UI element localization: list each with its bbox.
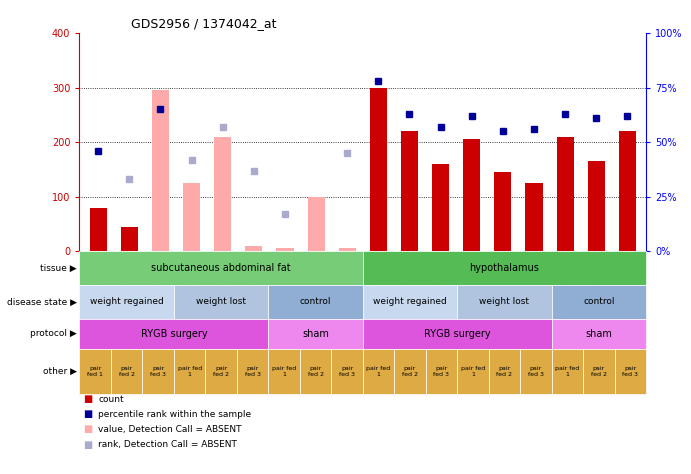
Text: control: control [583, 298, 614, 306]
Text: pair fed
1: pair fed 1 [366, 366, 390, 377]
Text: weight lost: weight lost [480, 298, 529, 306]
Text: pair
fed 1: pair fed 1 [87, 366, 103, 377]
Text: ■: ■ [83, 409, 92, 419]
Text: pair fed
1: pair fed 1 [461, 366, 485, 377]
Text: pair
fed 2: pair fed 2 [307, 366, 323, 377]
Text: count: count [98, 395, 124, 403]
Text: hypothalamus: hypothalamus [469, 263, 540, 273]
Text: weight lost: weight lost [196, 298, 246, 306]
Bar [401, 131, 418, 251]
Text: pair
fed 2: pair fed 2 [591, 366, 607, 377]
Bar [525, 183, 542, 251]
Text: pair
fed 3: pair fed 3 [150, 366, 166, 377]
Text: pair
fed 3: pair fed 3 [339, 366, 355, 377]
Text: ■: ■ [83, 439, 92, 450]
Text: pair
fed 3: pair fed 3 [528, 366, 544, 377]
Text: sham: sham [302, 329, 329, 339]
Bar [245, 246, 263, 251]
Text: weight regained: weight regained [373, 298, 447, 306]
Bar [183, 183, 200, 251]
Text: value, Detection Call = ABSENT: value, Detection Call = ABSENT [98, 425, 242, 434]
Text: pair
fed 2: pair fed 2 [213, 366, 229, 377]
Text: rank, Detection Call = ABSENT: rank, Detection Call = ABSENT [98, 440, 237, 449]
Text: ■: ■ [83, 394, 92, 404]
Text: pair
fed 3: pair fed 3 [623, 366, 638, 377]
Text: ■: ■ [83, 424, 92, 435]
Bar [90, 208, 106, 251]
Text: other ▶: other ▶ [43, 367, 77, 376]
Text: pair
fed 2: pair fed 2 [119, 366, 135, 377]
Text: pair
fed 3: pair fed 3 [245, 366, 261, 377]
Text: sham: sham [585, 329, 612, 339]
Bar [307, 197, 325, 251]
Bar [214, 137, 231, 251]
Text: tissue ▶: tissue ▶ [40, 264, 77, 273]
Bar [152, 91, 169, 251]
Text: RYGB surgery: RYGB surgery [424, 329, 491, 339]
Text: RYGB surgery: RYGB surgery [140, 329, 207, 339]
Text: pair
fed 2: pair fed 2 [402, 366, 418, 377]
Bar [619, 131, 636, 251]
Text: pair
fed 2: pair fed 2 [496, 366, 513, 377]
Bar [121, 227, 138, 251]
Text: weight regained: weight regained [90, 298, 164, 306]
Bar [432, 164, 449, 251]
Text: pair fed
1: pair fed 1 [178, 366, 202, 377]
Text: pair fed
1: pair fed 1 [272, 366, 296, 377]
Bar [494, 172, 511, 251]
Text: GDS2956 / 1374042_at: GDS2956 / 1374042_at [131, 17, 277, 29]
Bar [276, 248, 294, 251]
Bar [370, 88, 387, 251]
Text: pair fed
1: pair fed 1 [556, 366, 580, 377]
Bar [588, 161, 605, 251]
Text: protocol ▶: protocol ▶ [30, 329, 77, 338]
Bar [463, 139, 480, 251]
Bar [556, 137, 574, 251]
Text: disease state ▶: disease state ▶ [7, 298, 77, 306]
Text: control: control [300, 298, 331, 306]
Text: percentile rank within the sample: percentile rank within the sample [98, 410, 252, 419]
Text: subcutaneous abdominal fat: subcutaneous abdominal fat [151, 263, 291, 273]
Text: pair
fed 3: pair fed 3 [433, 366, 449, 377]
Bar [339, 248, 356, 251]
